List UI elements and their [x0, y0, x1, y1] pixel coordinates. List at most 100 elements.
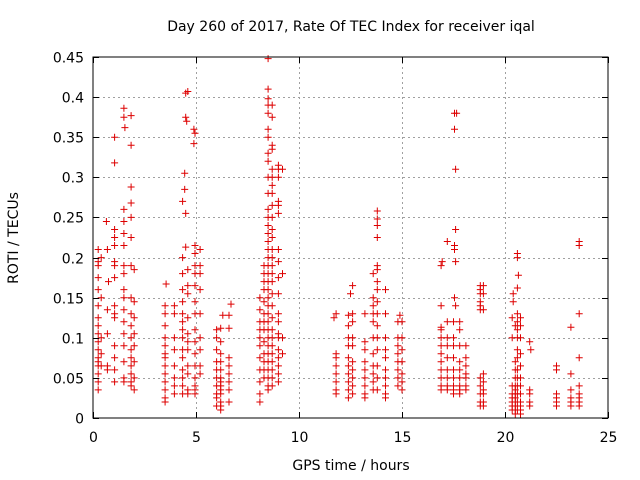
data-point [264, 286, 272, 294]
data-point [161, 386, 169, 394]
data-point [179, 310, 187, 318]
data-point [517, 410, 524, 418]
data-point [347, 290, 354, 298]
data-point [382, 374, 389, 382]
data-point [373, 298, 381, 306]
data-point [127, 199, 135, 207]
data-point [264, 294, 272, 302]
data-point [191, 326, 199, 334]
data-point [438, 258, 446, 266]
data-point [256, 294, 264, 302]
data-point [330, 314, 338, 322]
data-point [274, 378, 282, 386]
data-point [517, 382, 524, 390]
x-tick-label: 0 [89, 430, 98, 446]
data-point [279, 165, 286, 173]
data-point [217, 358, 225, 366]
data-point [264, 318, 272, 326]
data-point [361, 366, 369, 374]
data-point [437, 374, 445, 382]
data-point [120, 270, 128, 278]
data-point [382, 354, 389, 362]
data-point [479, 282, 487, 290]
data-point [161, 370, 169, 378]
data-point [513, 366, 521, 374]
data-point [97, 294, 105, 302]
data-point [567, 402, 575, 410]
data-point [361, 310, 369, 318]
data-point [382, 382, 389, 390]
data-point [361, 358, 369, 366]
data-point [111, 159, 119, 167]
data-point [111, 342, 119, 350]
data-point [111, 366, 119, 374]
data-point [437, 326, 445, 334]
data-point [361, 394, 369, 402]
data-point [268, 278, 276, 286]
data-point [450, 366, 457, 374]
data-point [268, 145, 276, 153]
data-point [349, 342, 357, 350]
data-point [456, 342, 464, 350]
data-point [398, 378, 406, 386]
data-point [127, 183, 135, 191]
data-point [268, 234, 276, 241]
data-point [256, 342, 264, 350]
data-point [443, 238, 451, 245]
data-point [225, 378, 233, 386]
data-point [450, 354, 457, 362]
data-point [127, 334, 135, 342]
data-point [575, 242, 583, 249]
data-point [268, 181, 276, 189]
data-point [274, 318, 282, 326]
data-point [184, 362, 192, 370]
data-point [437, 358, 445, 366]
data-point [127, 262, 135, 270]
data-point [161, 398, 169, 406]
data-point [130, 342, 138, 350]
data-point [256, 306, 264, 314]
data-point [225, 324, 233, 332]
data-point [161, 302, 169, 310]
data-point [268, 213, 276, 221]
data-point [349, 366, 357, 374]
y-tick-label: 0.35 [53, 131, 84, 147]
data-point [437, 334, 445, 342]
data-point [517, 350, 524, 358]
x-tick-label: 5 [192, 430, 201, 446]
data-point [170, 346, 178, 354]
data-point [508, 314, 516, 322]
data-point [361, 382, 369, 390]
data-point [127, 213, 135, 221]
data-point [184, 370, 192, 378]
data-point [170, 362, 178, 370]
plot-frame [92, 56, 609, 419]
data-point [127, 354, 135, 362]
y-tick-label: 0.4 [62, 91, 84, 107]
data-point [349, 382, 357, 390]
data-point [120, 342, 128, 350]
data-point [264, 386, 272, 394]
x-tick-label: 25 [600, 430, 618, 446]
data-point [196, 286, 204, 294]
data-point [349, 374, 357, 382]
data-point [217, 350, 225, 358]
data-point [369, 302, 377, 310]
data-point [268, 350, 276, 358]
data-point [344, 370, 352, 378]
data-point [369, 370, 377, 378]
data-point [111, 378, 119, 386]
data-point [94, 338, 102, 346]
data-point [190, 140, 198, 148]
data-point [111, 242, 119, 249]
data-point [182, 113, 190, 121]
data-point [179, 354, 187, 362]
data-point [274, 310, 282, 318]
data-point [191, 298, 199, 306]
data-point [196, 310, 204, 318]
y-tick-label: 0.45 [53, 51, 84, 67]
data-point [225, 311, 233, 319]
data-point [443, 334, 451, 342]
data-point [452, 258, 460, 266]
data-point [184, 314, 192, 322]
